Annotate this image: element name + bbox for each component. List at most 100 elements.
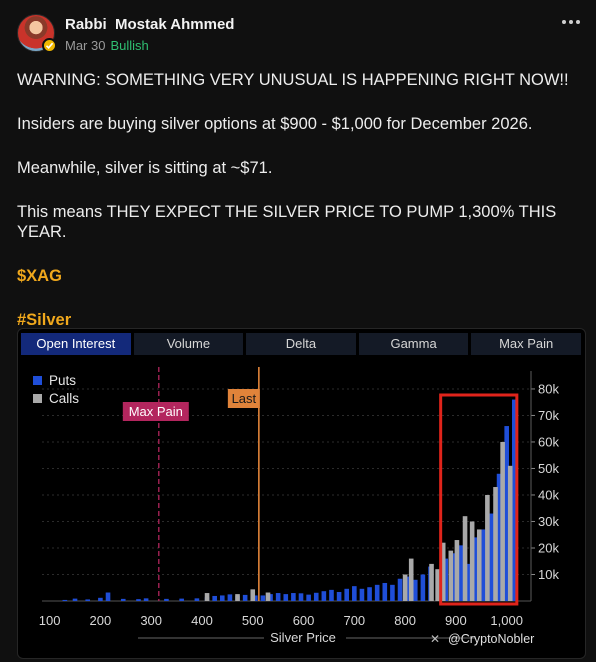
calls-bar xyxy=(454,540,460,601)
x-tick-label: 500 xyxy=(242,613,264,628)
puts-bar xyxy=(443,558,449,601)
puts-bar xyxy=(458,545,464,601)
puts-bar xyxy=(72,598,78,601)
calls-bar xyxy=(235,594,240,601)
calls-bar xyxy=(402,574,408,601)
puts-bar xyxy=(374,584,380,601)
options-chart: 10k 20k 30k 40k 50k 60k 70k 80k Max Pain Last 100 2… xyxy=(39,367,559,646)
calls-bar xyxy=(462,516,468,601)
calls-bar xyxy=(250,589,256,601)
tab-max-pain: Max Pain xyxy=(471,333,581,355)
calls-bar xyxy=(507,465,513,601)
puts-bar xyxy=(397,578,403,601)
y-tick-label: 20k xyxy=(538,540,559,555)
highlight-box xyxy=(439,393,519,606)
puts-bar xyxy=(352,586,357,601)
sentiment-badge: Bullish xyxy=(110,38,149,53)
x-tick-label: 600 xyxy=(293,613,315,628)
legend-calls: Calls xyxy=(49,390,80,406)
post-line: WARNING: SOMETHING VERY UNUSUAL IS HAPPE… xyxy=(17,71,569,89)
x-logo-icon: ✕ xyxy=(430,632,440,646)
hashtag-link[interactable]: #Silver xyxy=(17,311,72,329)
puts-bar xyxy=(313,592,319,601)
puts-bar xyxy=(252,595,258,601)
puts-bar xyxy=(367,587,372,601)
cashtag-link[interactable]: $XAG xyxy=(17,267,62,285)
puts-bar xyxy=(359,588,365,601)
x-tick-label: 700 xyxy=(343,613,365,628)
puts-bar xyxy=(466,563,471,601)
puts-bar xyxy=(451,553,456,601)
y-tick-label: 40k xyxy=(538,487,559,502)
max-pain-label: Max Pain xyxy=(129,404,183,419)
tab-open-interest: Open Interest xyxy=(21,333,131,355)
y-tick-label: 10k xyxy=(538,567,559,582)
calls-bar xyxy=(204,593,210,601)
y-tick-label: 80k xyxy=(538,381,559,396)
x-tick-label: 1,000 xyxy=(490,613,523,628)
x-tick-label: 900 xyxy=(445,613,467,628)
puts-bar xyxy=(179,598,184,601)
calls-bar xyxy=(440,542,446,601)
puts-bar xyxy=(62,599,68,601)
post-line: Meanwhile, silver is sitting at ~$71. xyxy=(17,159,273,177)
last-price-badge xyxy=(227,389,260,408)
calls-bar xyxy=(448,550,454,601)
calls-bar xyxy=(265,592,271,601)
y-tick-label: 30k xyxy=(538,514,559,529)
post-line: This means THEY EXPECT THE SILVER PRICE … xyxy=(17,203,557,241)
puts-bar xyxy=(194,598,200,601)
puts-bar xyxy=(382,582,388,601)
calls-bar xyxy=(476,529,482,601)
avatar[interactable] xyxy=(17,14,55,52)
watermark-handle: @CryptoNobler xyxy=(448,632,534,646)
post-header: Rabbi Mostak Ahmmed Mar 30 Bullish xyxy=(17,12,582,56)
puts-bar xyxy=(275,593,281,601)
post-date[interactable]: Mar 30 xyxy=(65,38,106,53)
tab-volume: Volume xyxy=(133,333,244,355)
puts-bar xyxy=(321,591,327,601)
calls-bar xyxy=(435,569,440,601)
puts-bar xyxy=(298,593,304,601)
verified-badge-icon xyxy=(42,38,57,53)
puts-bar xyxy=(420,574,426,601)
puts-bar xyxy=(283,594,289,601)
last-price-label: Last xyxy=(232,391,257,406)
calls-bar xyxy=(485,494,490,601)
x-tick-label: 200 xyxy=(90,613,112,628)
puts-bar xyxy=(496,473,502,601)
x-tick-label: 400 xyxy=(191,613,213,628)
puts-bar xyxy=(329,589,334,601)
puts-bar xyxy=(268,594,273,601)
puts-bar xyxy=(105,592,111,601)
puts-bar xyxy=(227,594,233,601)
puts-swatch xyxy=(33,375,42,385)
calls-bar xyxy=(429,563,434,601)
author-name[interactable]: Rabbi Mostak Ahmmed xyxy=(65,16,235,33)
calls-bar xyxy=(469,521,475,601)
y-tick-label: 70k xyxy=(538,408,559,423)
chart-tabs: Open Interest Volume Delta Gamma Max Pai… xyxy=(21,333,581,355)
tab-delta: Delta xyxy=(246,333,356,355)
puts-bar xyxy=(504,426,509,601)
puts-bar xyxy=(489,513,494,601)
puts-bar xyxy=(242,594,248,601)
puts-bar xyxy=(136,599,141,601)
chart-image[interactable]: Open Interest Volume Delta Gamma Max Pai… xyxy=(17,328,586,659)
puts-bar xyxy=(212,595,217,601)
y-tick-label: 60k xyxy=(538,434,559,449)
calls-bar xyxy=(408,558,414,601)
puts-bar xyxy=(120,598,126,601)
puts-bar xyxy=(412,579,418,601)
x-tick-label: 800 xyxy=(394,613,416,628)
x-tick-label: 300 xyxy=(140,613,162,628)
puts-bar xyxy=(164,598,169,601)
max-pain-badge xyxy=(122,402,189,421)
puts-bar xyxy=(98,597,103,601)
y-tick-label: 50k xyxy=(538,461,559,476)
more-options-icon[interactable] xyxy=(562,20,580,26)
post-body: WARNING: SOMETHING VERY UNUSUAL IS HAPPE… xyxy=(17,70,587,354)
puts-bar xyxy=(85,599,91,601)
puts-bar xyxy=(473,537,479,601)
puts-bar xyxy=(344,588,350,601)
